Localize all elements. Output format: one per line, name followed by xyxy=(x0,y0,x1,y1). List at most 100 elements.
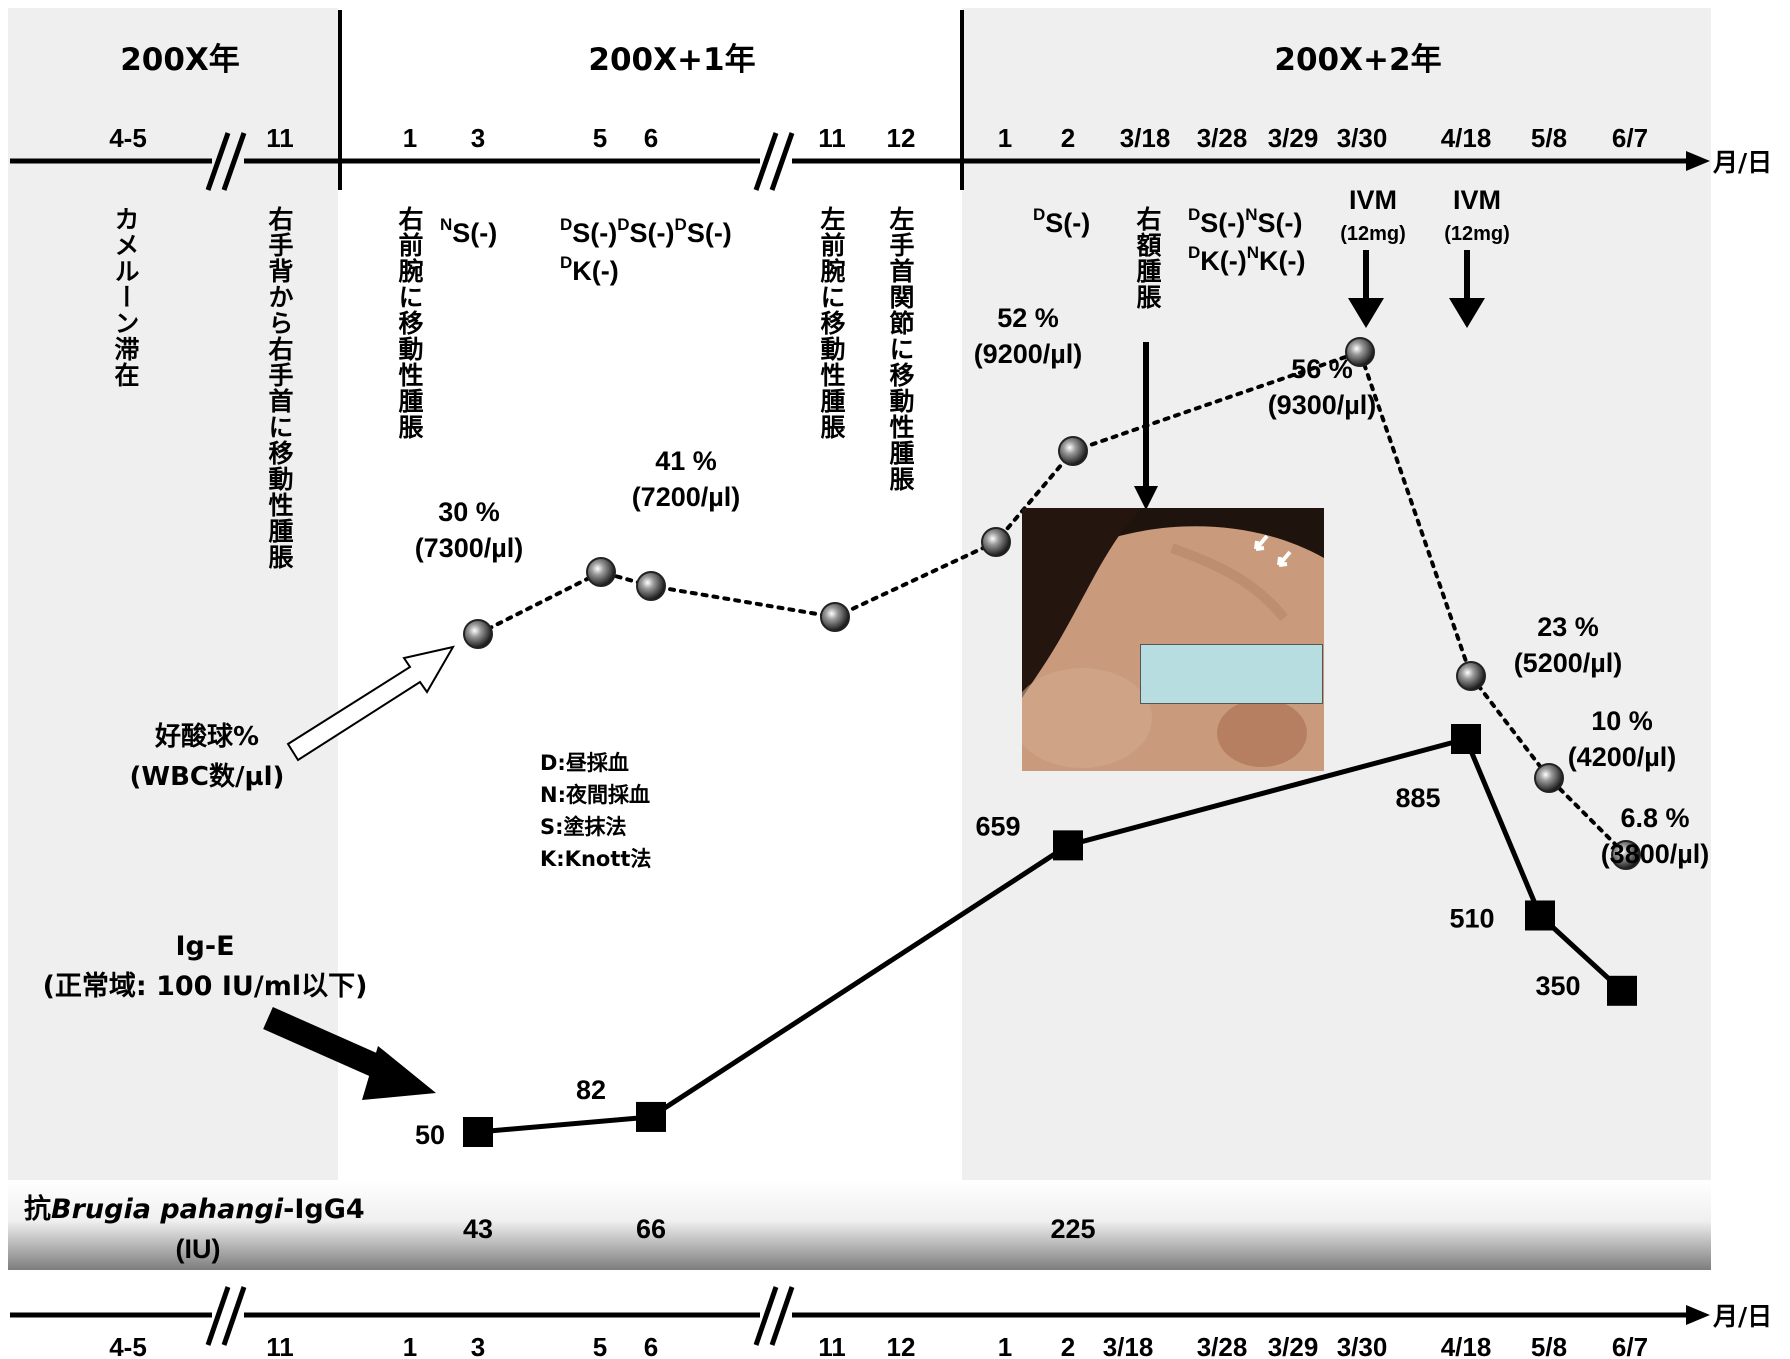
tick-label: 3/29 xyxy=(1268,123,1319,153)
tick-label: 1 xyxy=(998,1332,1012,1359)
test-result: DS(-)DS(-)DS(-) xyxy=(560,215,732,248)
tick-label: 12 xyxy=(887,1332,916,1359)
legend-note: K:Knott法 xyxy=(540,847,651,871)
eos-series: 30 % (7300/µl) 41 % (7200/µl) 52 % (9200/µl) 5… xyxy=(415,303,1710,870)
ivm-dose: (12mg) xyxy=(1444,223,1510,245)
legend-note: D:昼採血 xyxy=(540,751,629,775)
test-result: NS(-) xyxy=(440,215,497,248)
eos-point xyxy=(586,557,616,587)
igg4-value: 225 xyxy=(1050,1214,1095,1244)
ige-pointer-arrow xyxy=(263,1007,395,1083)
igg4-values: 43 66 225 xyxy=(463,1214,1096,1244)
axis-unit-bottom: 月/日 xyxy=(1712,1302,1772,1331)
eos-wbc-label: (3800/µl) xyxy=(1601,839,1710,869)
tick-label: 3/30 xyxy=(1337,1332,1388,1359)
ige-value-label: 885 xyxy=(1395,783,1440,813)
eos-point xyxy=(1058,436,1088,466)
tick-label: 11 xyxy=(818,123,846,153)
igg4-value: 43 xyxy=(463,1214,493,1244)
eos-pct-label: 23 % xyxy=(1537,612,1599,642)
eos-point xyxy=(820,602,850,632)
ige-label: Ig-E xyxy=(175,931,234,962)
bottom-axis xyxy=(10,1286,1710,1346)
eos-wbc-label: (5200/µl) xyxy=(1514,648,1623,678)
tick-label: 3/18 xyxy=(1103,1332,1154,1359)
swelling-arrow-head xyxy=(1134,486,1158,510)
ivm-arrow-head xyxy=(1449,298,1485,328)
tick-label: 4-5 xyxy=(109,1332,147,1359)
eos-pct-label: 30 % xyxy=(438,497,500,527)
bottom-tick-labels: 4-5 11 1 3 5 6 11 12 1 2 3/18 3/28 3/29 3/30 4/18 5/8 6/… xyxy=(109,1332,1648,1359)
tick-label: 5 xyxy=(593,123,607,153)
legend-note: S:塗抹法 xyxy=(540,815,627,839)
tick-label: 3 xyxy=(471,1332,485,1359)
ige-value-label: 50 xyxy=(415,1120,445,1150)
tick-label: 2 xyxy=(1061,1332,1075,1359)
tick-label: 2 xyxy=(1061,123,1075,153)
ivm-arrow-head xyxy=(1348,298,1384,328)
eos-point xyxy=(1456,661,1486,691)
event-right-forearm-swelling: 右前腕に移動性腫脹 xyxy=(395,206,424,440)
eos-pct-label: 52 % xyxy=(997,303,1059,333)
tick-label: 1 xyxy=(403,1332,417,1359)
eos-wbc-label: (4200/µl) xyxy=(1568,742,1677,772)
tick-label: 5/8 xyxy=(1531,123,1567,153)
redaction-box xyxy=(1140,644,1323,704)
year-label: 200X+1年 xyxy=(588,42,755,78)
igg4-band xyxy=(8,1180,1711,1270)
tick-label: 6 xyxy=(644,123,658,153)
ige-point xyxy=(1525,900,1555,931)
event-right-forehead-swelling: 右額腫脹 xyxy=(1133,206,1162,310)
eos-wbc-label: (7300/µl) xyxy=(415,533,524,563)
tick-label: 11 xyxy=(266,1332,294,1359)
year-label: 200X年 xyxy=(120,42,240,78)
test-result: DK(-) xyxy=(560,253,619,286)
eos-pct-label: 41 % xyxy=(655,446,717,476)
ige-value-label: 510 xyxy=(1449,903,1494,933)
eos-pct-label: 10 % xyxy=(1591,706,1653,736)
clinical-photo xyxy=(1022,508,1324,771)
tick-label: 11 xyxy=(818,1332,846,1359)
eos-pct-label: 56 % xyxy=(1291,354,1353,384)
igg4-label: 抗Brugia pahangi-IgG4 xyxy=(24,1193,365,1225)
event-right-hand-swelling: 右手背から右手首に移動性腫脹 xyxy=(265,206,294,570)
event-left-wrist-swelling: 左手首関節に移動性腫脹 xyxy=(886,206,915,492)
eos-wbc-label: (9200/µl) xyxy=(974,339,1083,369)
tick-label: 6/7 xyxy=(1612,123,1648,153)
ige-point xyxy=(463,1117,493,1147)
eos-line xyxy=(476,349,1628,857)
tick-label: 3/28 xyxy=(1197,123,1248,153)
tick-label: 5/8 xyxy=(1531,1332,1567,1359)
ige-pointer-arrow-head xyxy=(362,1046,436,1100)
top-axis xyxy=(10,132,1710,191)
year-label: 200X+2年 xyxy=(1274,42,1441,78)
eos-label: 好酸球% xyxy=(154,722,259,752)
ivm-label: IVM xyxy=(1349,185,1397,215)
tick-label: 1 xyxy=(998,123,1012,153)
tick-label: 6 xyxy=(644,1332,658,1359)
igg4-value: 66 xyxy=(636,1214,666,1244)
tick-label: 6/7 xyxy=(1612,1332,1648,1359)
tick-label: 4/18 xyxy=(1441,123,1492,153)
tick-label: 3/18 xyxy=(1120,123,1171,153)
ige-value-label: 350 xyxy=(1535,971,1580,1001)
eos-wbc-label: (7200/µl) xyxy=(632,482,741,512)
eos-point xyxy=(1534,763,1564,793)
year-band-1 xyxy=(8,8,338,1180)
ige-label: (正常域: 100 IU/ml以下) xyxy=(43,971,368,1002)
test-result: DK(-)NK(-) xyxy=(1188,243,1306,276)
ige-point xyxy=(1053,830,1083,861)
eos-pct-label: 6.8 % xyxy=(1620,803,1689,833)
eos-wbc-label: (9300/µl) xyxy=(1268,390,1377,420)
tick-label: 3 xyxy=(471,123,485,153)
tick-label: 3/30 xyxy=(1337,123,1388,153)
event-left-forearm-swelling: 左前腕に移動性腫脹 xyxy=(817,206,846,440)
ige-point xyxy=(636,1101,666,1132)
tick-label: 5 xyxy=(593,1332,607,1359)
tick-label: 4/18 xyxy=(1441,1332,1492,1359)
ige-value-label: 82 xyxy=(576,1075,606,1105)
axis-unit-top: 月/日 xyxy=(1712,148,1772,177)
eos-pointer-arrow xyxy=(286,645,456,762)
eos-point xyxy=(636,571,666,601)
test-result: DS(-)NS(-) xyxy=(1188,205,1303,238)
